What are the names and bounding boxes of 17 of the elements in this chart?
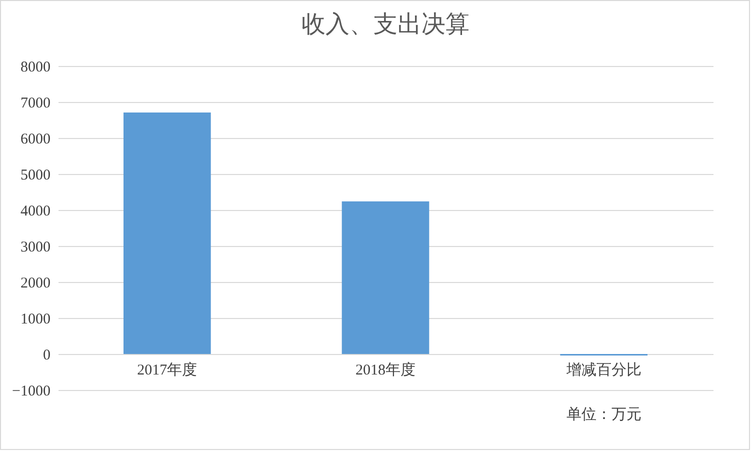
y-tick-label: 0 <box>43 348 50 364</box>
y-tick-label: 5000 <box>20 168 50 184</box>
x-tick-label: 增减百分比 <box>565 362 642 378</box>
bar <box>342 201 430 354</box>
y-tick-label: −1000 <box>12 384 50 400</box>
y-tick-label: 1000 <box>20 312 50 328</box>
y-tick-label: 6000 <box>20 132 50 148</box>
y-tick-label: 4000 <box>20 204 50 220</box>
y-tick-label: 7000 <box>20 96 50 112</box>
y-tick-label: 8000 <box>20 60 50 76</box>
chart-title: 收入、支出决算 <box>302 11 470 38</box>
x-tick-label: 2017年度 <box>137 362 198 378</box>
y-tick-label: 3000 <box>20 240 50 256</box>
bar <box>124 112 211 354</box>
x-tick-label: 2018年度 <box>356 362 416 378</box>
y-tick-label: 2000 <box>20 276 50 292</box>
text: 单位：万元 <box>566 406 642 423</box>
